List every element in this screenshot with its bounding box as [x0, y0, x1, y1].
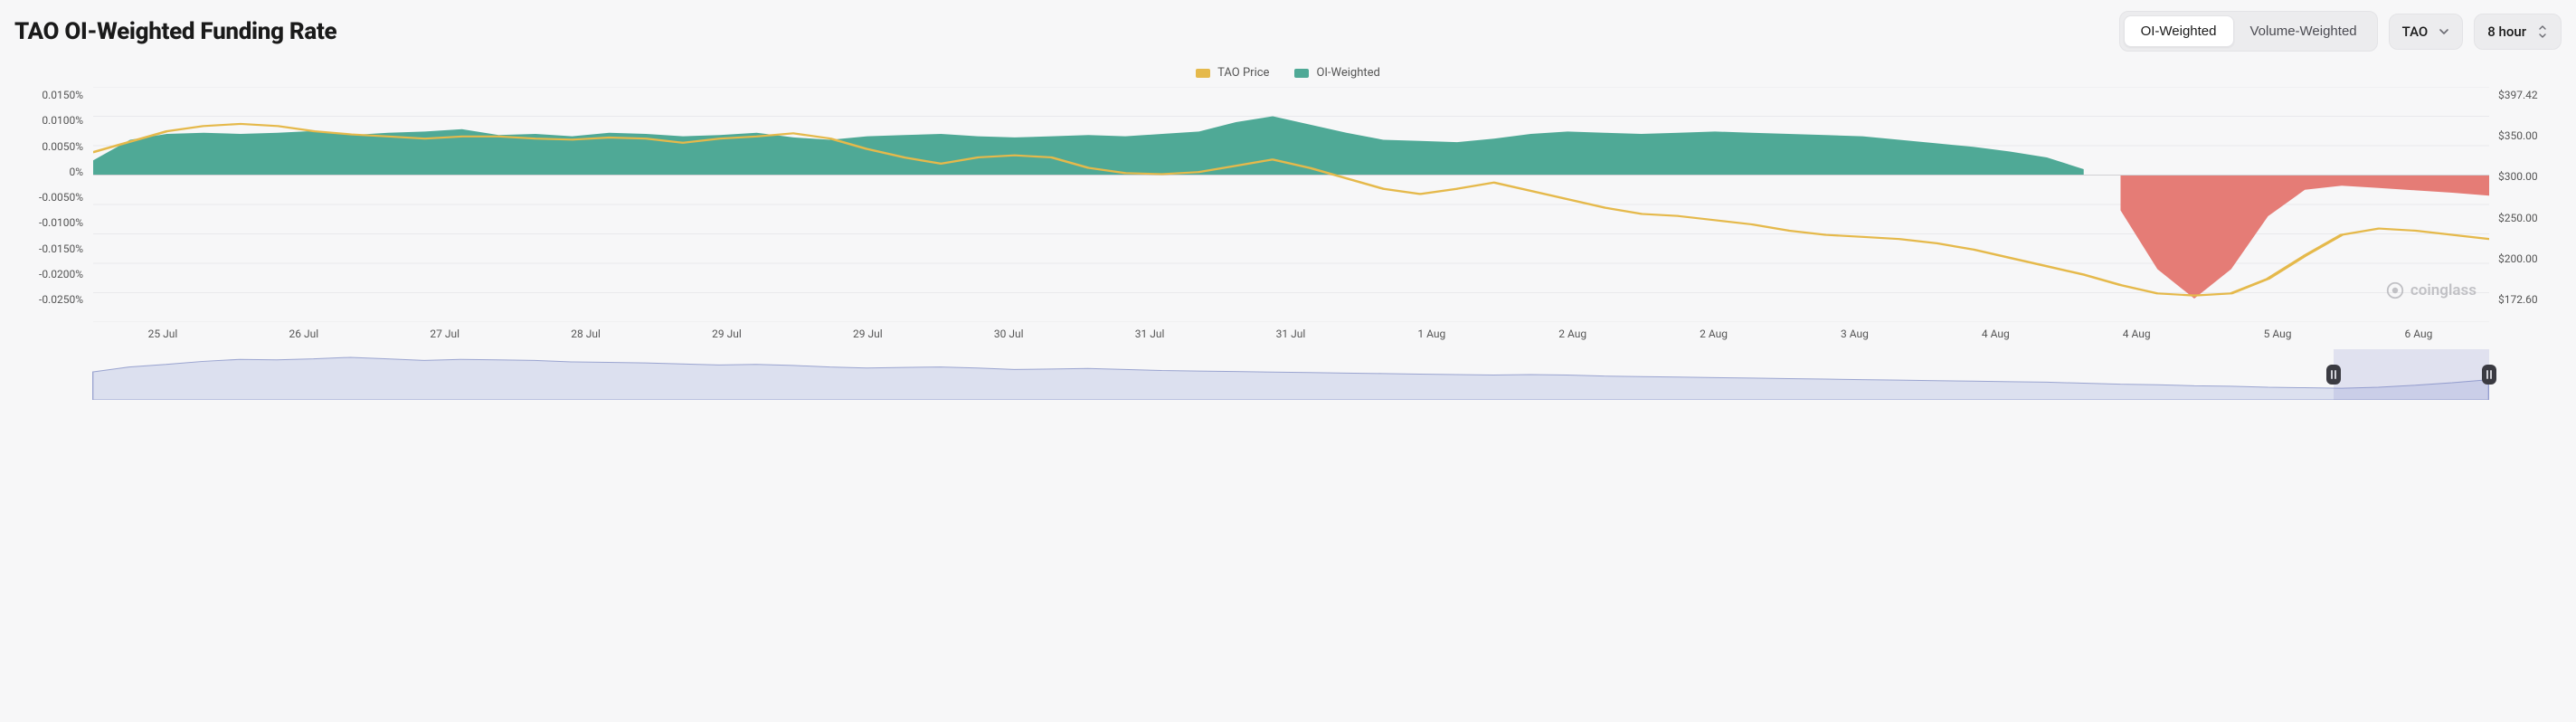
legend-swatch-funding	[1294, 69, 1309, 78]
interval-dropdown[interactable]: 8 hour	[2474, 14, 2562, 50]
y-right-tick: $250.00	[2498, 212, 2562, 224]
asset-dropdown-label: TAO	[2402, 24, 2429, 40]
x-tick: 31 Jul	[1220, 328, 1361, 340]
weighting-segmented: OI-Weighted Volume-Weighted	[2119, 11, 2378, 52]
header: TAO OI-Weighted Funding Rate OI-Weighted…	[14, 11, 2562, 52]
y-left-tick: 0.0050%	[14, 140, 83, 153]
sort-icon	[2537, 25, 2548, 38]
chart-area: 0.0150% 0.0100% 0.0050% 0% -0.0050% -0.0100% -…	[14, 87, 2562, 322]
y-left-tick: -0.0050%	[14, 191, 83, 204]
x-tick: 27 Jul	[374, 328, 516, 340]
legend: TAO Price OI-Weighted	[14, 66, 2562, 80]
y-left-tick: -0.0250%	[14, 293, 83, 306]
y-left-tick: -0.0150%	[14, 242, 83, 255]
weighting-volume-button[interactable]: Volume-Weighted	[2234, 15, 2373, 47]
x-axis: 25 Jul26 Jul27 Jul28 Jul29 Jul29 Jul30 J…	[14, 322, 2562, 340]
y-left-tick: 0.0100%	[14, 114, 83, 127]
x-tick: 2 Aug	[1502, 328, 1643, 340]
legend-label-price: TAO Price	[1217, 66, 1269, 80]
x-tick: 29 Jul	[797, 328, 938, 340]
y-left-tick: -0.0100%	[14, 216, 83, 229]
page-title: TAO OI-Weighted Funding Rate	[14, 18, 336, 45]
x-tick: 26 Jul	[233, 328, 374, 340]
x-tick: 28 Jul	[516, 328, 657, 340]
x-tick: 3 Aug	[1785, 328, 1926, 340]
brush[interactable]	[92, 349, 2489, 400]
chart: TAO Price OI-Weighted 0.0150% 0.0100% 0.00…	[14, 66, 2562, 400]
y-right-tick: $300.00	[2498, 170, 2562, 183]
legend-item-price[interactable]: TAO Price	[1196, 66, 1269, 80]
legend-swatch-price	[1196, 69, 1210, 78]
legend-label-funding: OI-Weighted	[1316, 66, 1379, 80]
x-tick: 4 Aug	[1925, 328, 2066, 340]
y-axis-right: $397.42 $350.00 $300.00 $250.00 $200.00 $172.…	[2489, 87, 2562, 322]
chevron-down-icon	[2439, 26, 2449, 37]
brush-handle-right[interactable]	[2482, 365, 2496, 385]
brush-handle-left[interactable]	[2326, 365, 2341, 385]
plot-svg	[93, 87, 2489, 322]
x-tick: 25 Jul	[92, 328, 233, 340]
x-tick: 1 Aug	[1361, 328, 1502, 340]
y-right-tick: $172.60	[2498, 293, 2562, 306]
y-right-tick: $397.42	[2498, 89, 2562, 101]
x-tick: 4 Aug	[2066, 328, 2207, 340]
y-right-tick: $350.00	[2498, 129, 2562, 142]
y-left-tick: 0.0150%	[14, 89, 83, 101]
asset-dropdown[interactable]: TAO	[2389, 14, 2464, 50]
weighting-oi-button[interactable]: OI-Weighted	[2124, 15, 2234, 47]
x-tick: 6 Aug	[2348, 328, 2489, 340]
x-tick: 5 Aug	[2207, 328, 2348, 340]
interval-dropdown-label: 8 hour	[2487, 24, 2526, 40]
x-tick: 2 Aug	[1643, 328, 1785, 340]
x-tick: 31 Jul	[1079, 328, 1220, 340]
y-left-tick: -0.0200%	[14, 268, 83, 280]
y-right-tick: $200.00	[2498, 252, 2562, 265]
legend-item-funding[interactable]: OI-Weighted	[1294, 66, 1379, 80]
y-left-tick: 0%	[14, 166, 83, 178]
controls: OI-Weighted Volume-Weighted TAO 8 hour	[2119, 11, 2562, 52]
x-tick: 30 Jul	[938, 328, 1079, 340]
y-axis-left: 0.0150% 0.0100% 0.0050% 0% -0.0050% -0.0100% -…	[14, 87, 92, 322]
x-tick: 29 Jul	[657, 328, 798, 340]
brush-svg	[92, 349, 2489, 400]
plot[interactable]: coinglass	[92, 87, 2489, 322]
